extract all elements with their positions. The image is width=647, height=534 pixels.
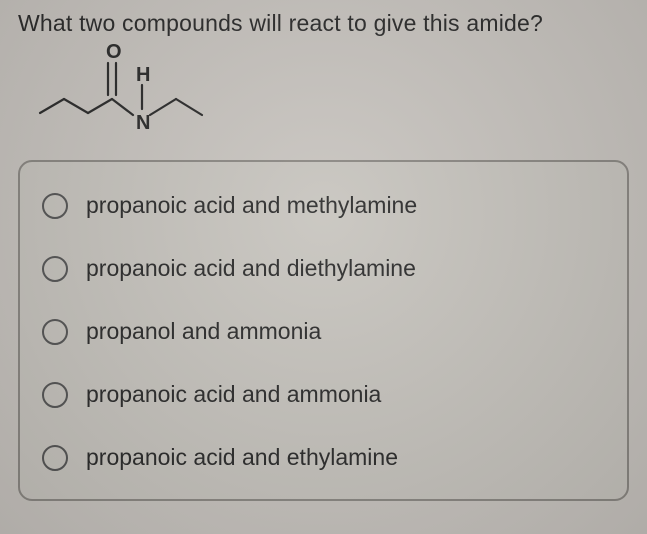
option-label: propanoic acid and methylamine <box>86 192 417 219</box>
atom-o: O <box>106 41 122 63</box>
option-row[interactable]: propanoic acid and methylamine <box>34 174 613 237</box>
atom-h: H <box>136 64 150 86</box>
radio-button[interactable] <box>42 382 68 408</box>
atom-n: N <box>136 112 150 134</box>
option-row[interactable]: propanol and ammonia <box>34 300 613 363</box>
option-row[interactable]: propanoic acid and ammonia <box>34 363 613 426</box>
radio-button[interactable] <box>42 256 68 282</box>
option-label: propanoic acid and ethylamine <box>86 444 398 471</box>
option-label: propanoic acid and ammonia <box>86 381 381 408</box>
radio-button[interactable] <box>42 319 68 345</box>
option-label: propanol and ammonia <box>86 318 321 345</box>
option-row[interactable]: propanoic acid and ethylamine <box>34 426 613 489</box>
chemical-structure: O N H <box>32 41 629 144</box>
option-label: propanoic acid and diethylamine <box>86 255 416 282</box>
radio-button[interactable] <box>42 445 68 471</box>
question-text: What two compounds will react to give th… <box>18 10 629 37</box>
options-container: propanoic acid and methylamine propanoic… <box>18 160 629 501</box>
radio-button[interactable] <box>42 193 68 219</box>
option-row[interactable]: propanoic acid and diethylamine <box>34 237 613 300</box>
